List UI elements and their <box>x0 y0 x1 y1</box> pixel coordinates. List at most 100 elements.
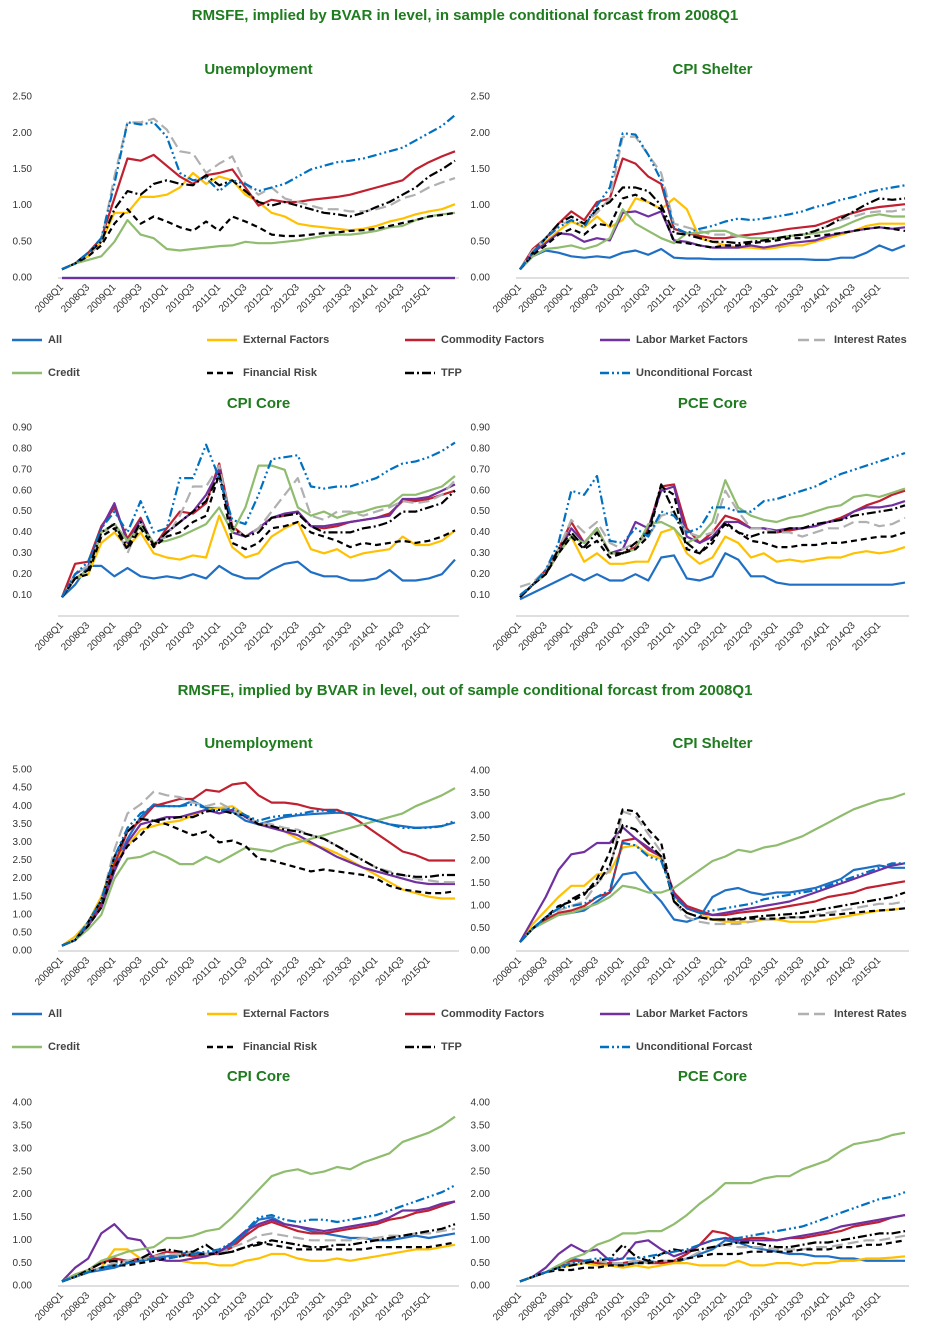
y-tick-label: 2.50 <box>13 92 33 103</box>
series-line <box>61 799 456 947</box>
series-line <box>519 489 906 588</box>
legend-label: Financial Risk <box>243 367 318 379</box>
legend-label: Unconditional Forcast <box>636 1041 752 1053</box>
series-line <box>61 464 456 598</box>
legend-label: Interest Rates <box>834 1008 907 1020</box>
legend-label: Interest Rates <box>834 334 907 346</box>
x-tick-label: 2015Q1 <box>850 1290 883 1323</box>
series-line <box>519 208 905 271</box>
series-line <box>61 808 455 947</box>
y-tick-label: 0.50 <box>13 506 33 517</box>
series-line <box>519 841 905 943</box>
chart-title: CPI Core <box>227 1068 290 1085</box>
x-tick-label: 2010Q3 <box>164 955 197 988</box>
series-line <box>61 472 456 598</box>
series-line <box>61 790 455 947</box>
y-tick-label: 4.50 <box>13 783 33 794</box>
series-line <box>61 150 456 271</box>
series-line <box>61 1243 456 1283</box>
y-tick-label: 0.50 <box>13 236 33 247</box>
y-tick-label: 3.00 <box>13 837 33 848</box>
series-line <box>519 1230 906 1283</box>
y-tick-label: 1.00 <box>471 200 491 211</box>
y-tick-label: 0.00 <box>13 946 33 957</box>
y-tick-label: 1.50 <box>13 164 33 175</box>
y-tick-label: 2.00 <box>471 128 491 139</box>
series-line <box>519 1191 906 1283</box>
y-tick-label: 1.00 <box>13 200 33 211</box>
series-line <box>519 792 906 943</box>
y-tick-label: 0.50 <box>13 928 33 939</box>
chart-title: PCE Core <box>678 395 747 412</box>
y-tick-label: 2.00 <box>471 856 491 867</box>
legend-label: Labor Market Factors <box>636 334 748 346</box>
legend-label: External Factors <box>243 334 329 346</box>
series-line <box>519 808 906 943</box>
y-tick-label: 2.50 <box>13 1166 33 1177</box>
y-tick-label: 3.00 <box>13 1143 33 1154</box>
y-tick-label: 2.00 <box>13 128 33 139</box>
x-tick-label: 2015Q1 <box>850 620 883 653</box>
series-line <box>61 171 456 271</box>
series-line <box>519 552 906 601</box>
y-tick-label: 1.00 <box>13 1235 33 1246</box>
y-tick-label: 1.50 <box>13 1212 33 1223</box>
y-tick-label: 1.50 <box>471 1212 491 1223</box>
y-tick-label: 0.00 <box>13 273 33 284</box>
series-line <box>61 159 456 271</box>
legend-label: TFP <box>441 367 462 379</box>
chart-title: CPI Shelter <box>672 61 752 78</box>
series-line <box>519 485 906 598</box>
series-line <box>61 117 456 271</box>
legend-label: All <box>48 334 62 346</box>
series-line <box>519 1239 906 1283</box>
chart-title: CPI Shelter <box>672 735 752 752</box>
y-tick-label: 2.50 <box>471 92 491 103</box>
y-tick-label: 0.00 <box>471 1281 491 1292</box>
y-tick-label: 1.00 <box>13 909 33 920</box>
legend-label: All <box>48 1008 62 1020</box>
y-tick-label: 5.00 <box>13 765 33 776</box>
chart-title: CPI Core <box>227 395 290 412</box>
section-title: RMSFE, implied by BVAR in level, out of … <box>178 682 753 699</box>
y-tick-label: 1.50 <box>471 164 491 175</box>
x-tick-label: 2015Q1 <box>400 620 433 653</box>
y-tick-label: 0.60 <box>13 485 33 496</box>
y-tick-label: 2.00 <box>13 1189 33 1200</box>
y-tick-label: 2.50 <box>13 855 33 866</box>
section-title: RMSFE, implied by BVAR in level, in samp… <box>192 7 739 24</box>
legend-label: Labor Market Factors <box>636 1008 748 1020</box>
series-line <box>61 464 456 598</box>
legend-label: TFP <box>441 1041 462 1053</box>
y-tick-label: 0.00 <box>471 273 491 284</box>
series-line <box>61 558 456 598</box>
chart-title: Unemployment <box>204 735 312 752</box>
series-line <box>61 114 456 271</box>
y-tick-label: 0.90 <box>471 423 491 434</box>
y-tick-label: 0.20 <box>13 569 33 580</box>
y-tick-label: 2.50 <box>471 833 491 844</box>
series-line <box>61 1227 456 1283</box>
legend-label: External Factors <box>243 1008 329 1020</box>
y-tick-label: 0.90 <box>13 423 33 434</box>
series-line <box>519 186 906 270</box>
y-tick-label: 1.00 <box>471 1235 491 1246</box>
y-tick-label: 1.50 <box>471 878 491 889</box>
chart-title: PCE Core <box>678 1068 747 1085</box>
series-line <box>61 1241 456 1283</box>
y-tick-label: 3.50 <box>471 788 491 799</box>
x-tick-label: 2010Q3 <box>164 282 197 315</box>
legend-label: Financial Risk <box>243 1041 318 1053</box>
series-line <box>61 472 456 598</box>
x-tick-label: 2010Q3 <box>164 1290 197 1323</box>
series-line <box>61 819 456 947</box>
y-tick-label: 1.50 <box>13 891 33 902</box>
series-line <box>519 810 906 943</box>
y-tick-label: 0.50 <box>471 236 491 247</box>
series-line <box>61 1115 456 1283</box>
series-line <box>519 132 906 270</box>
y-tick-label: 3.50 <box>471 1121 491 1132</box>
y-tick-label: 4.00 <box>13 1098 33 1109</box>
series-line <box>519 826 906 943</box>
